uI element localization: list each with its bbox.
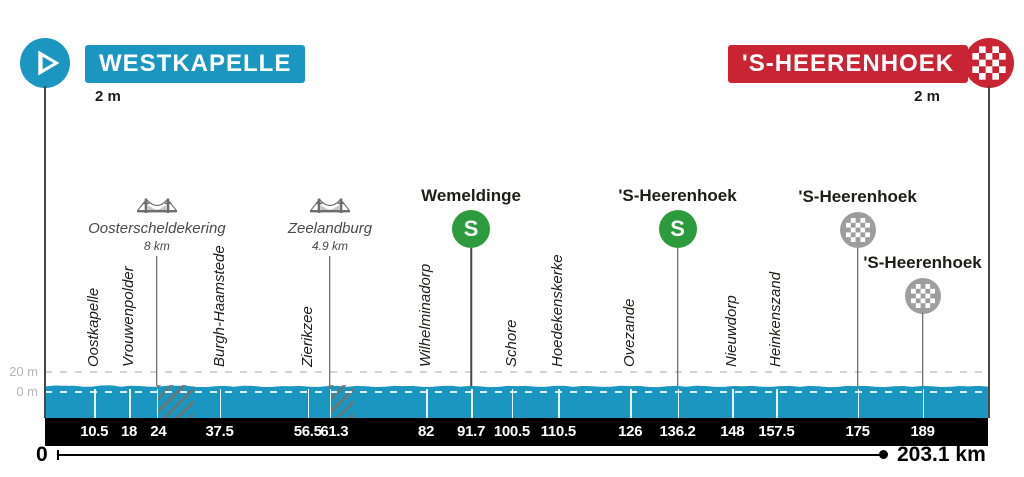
sprint-label: Wemeldinge (421, 186, 521, 205)
passage-line (856, 248, 859, 386)
passage-line (921, 313, 924, 386)
km-tick (677, 389, 680, 418)
km-tick-label: 37.5 (205, 423, 234, 440)
sprint-icon: S (658, 210, 697, 248)
km-tick-label: 126 (618, 423, 643, 440)
sprint-icon: S (452, 210, 491, 248)
bridge-icon (309, 196, 351, 220)
sprint-label: 'S-Heerenhoek (618, 186, 737, 205)
start-name-badge: WESTKAPELLE (85, 45, 306, 83)
km-tick-label: 61.3 (320, 423, 349, 440)
km-tick-label: 56.5 (293, 423, 322, 440)
sprint-line (470, 248, 472, 386)
km-tick (329, 389, 332, 418)
km-bar: 10.5 18 24 37.5 56.5 61.3 82 91.7 100.5 110.5 126 1… (45, 418, 988, 446)
km-tick (857, 389, 860, 418)
passage-label: 'S-Heerenhoek (798, 187, 917, 206)
km-tick-label: 24 (150, 423, 167, 440)
town-label: Nieuwdorp (723, 295, 741, 367)
km-tick-label: 157.5 (758, 423, 795, 440)
km-tick-label: 110.5 (540, 423, 577, 440)
start-axis-line (44, 86, 46, 418)
town-label: Hoedekenskerke (549, 254, 567, 367)
start-play-icon (20, 38, 70, 88)
km-tick-label: 189 (910, 423, 935, 440)
town-label: Burgh-Haamstede (210, 245, 228, 367)
km-tick (922, 389, 925, 418)
scale-end-label: 203.1 km (897, 443, 986, 466)
town-label: Zierikzee (298, 306, 316, 367)
bridge-length: 8 km (143, 239, 170, 253)
km-tick (129, 389, 131, 418)
km-tick (307, 389, 310, 418)
scale-end-dot (879, 450, 888, 459)
km-tick-label: 10.5 (80, 423, 109, 440)
bridge-line (329, 256, 331, 386)
km-tick (630, 389, 632, 418)
km-tick (94, 389, 96, 418)
km-tick-label: 18 (120, 423, 138, 440)
km-tick (511, 389, 514, 418)
scale-start-label: 0 (36, 443, 48, 466)
km-tick (426, 389, 428, 418)
town-label: Ovezande (621, 298, 639, 367)
passage-label: 'S-Heerenhoek (863, 253, 982, 272)
km-tick (471, 389, 473, 418)
y-axis-label-20m: 20 m (9, 364, 38, 379)
km-tick-label: 100.5 (493, 423, 530, 440)
town-label: Oostkapelle (85, 287, 103, 367)
bridge-name: Zeelandburg (287, 220, 373, 237)
gridline-20m (45, 371, 988, 373)
bridge-icon (136, 196, 178, 220)
km-tick-label: 148 (720, 423, 745, 440)
finish-name-badge: 'S-HEERENHOEK (728, 45, 969, 83)
bridge-line (156, 256, 158, 386)
town-label: Wilhelminadorp (417, 263, 435, 367)
town-label: Vrouwenpolder (120, 266, 138, 367)
bridge-section-hatch (156, 385, 194, 418)
town-label: Schore (502, 319, 520, 367)
bridge-section-hatch (329, 385, 353, 418)
km-tick (219, 389, 222, 418)
finish-axis-line (988, 86, 990, 418)
sprint-line (676, 248, 679, 386)
km-tick (776, 389, 778, 418)
km-tick-label: 82 (417, 423, 435, 440)
finish-flag-icon (964, 38, 1014, 88)
km-tick (558, 389, 560, 418)
km-tick-label: 91.7 (457, 423, 486, 440)
finish-elevation: 2 m (914, 88, 940, 105)
km-tick-label: 175 (845, 423, 870, 440)
y-axis-label-0m: 0 m (16, 384, 38, 399)
passage-flag-icon (839, 212, 876, 248)
km-tick (732, 389, 734, 418)
town-label: Heinkenszand (767, 271, 785, 367)
scale-line (57, 454, 883, 456)
km-tick-label: 136.2 (659, 423, 696, 440)
bridge-length: 4.9 km (311, 239, 348, 253)
bridge-name: Oosterscheldekering (88, 220, 226, 237)
start-elevation: 2 m (95, 88, 121, 105)
passage-flag-icon (904, 278, 941, 314)
km-tick (156, 389, 159, 418)
gridline-0m (45, 391, 988, 393)
